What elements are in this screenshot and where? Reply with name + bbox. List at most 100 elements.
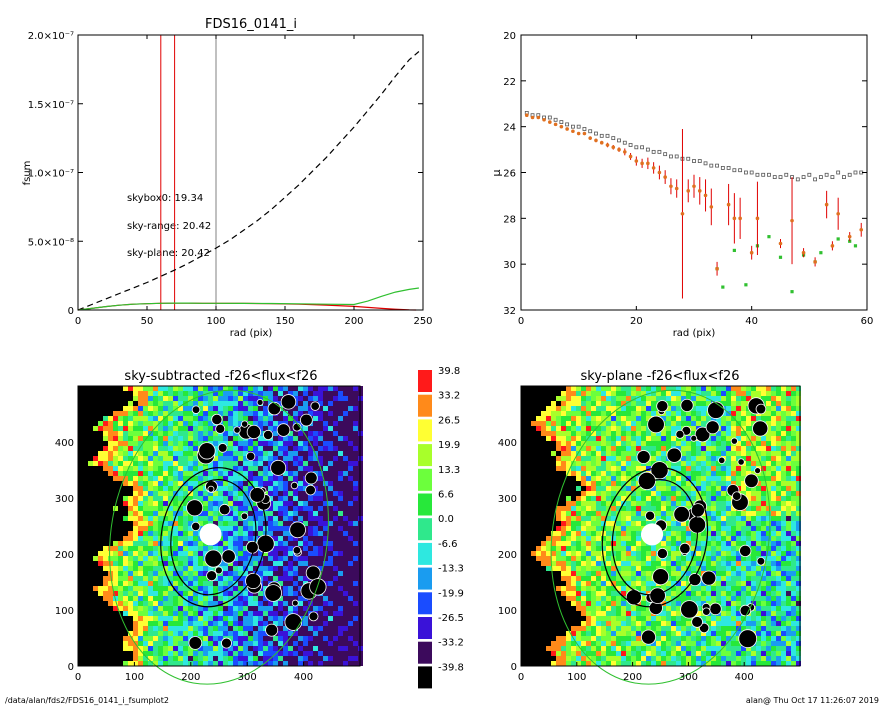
- map-pixel: [168, 451, 173, 456]
- map-pixel: [641, 616, 646, 621]
- map-pixel: [328, 486, 333, 491]
- map-pixel: [168, 611, 173, 616]
- map-pixel: [541, 646, 546, 651]
- map-pixel: [133, 451, 138, 456]
- mu-point-skybox: [778, 175, 783, 179]
- map-pixel: [611, 446, 616, 451]
- map-pixel: [208, 601, 213, 606]
- map-pixel: [213, 456, 218, 461]
- map-pixel: [328, 401, 333, 406]
- masked-star: [300, 413, 313, 427]
- map-pixel: [178, 406, 183, 411]
- map-pixel: [98, 446, 103, 451]
- colorbar-label: -6.6: [438, 539, 458, 550]
- map-pixel: [556, 651, 561, 656]
- map-pixel: [551, 396, 556, 401]
- map-pixel: [636, 441, 641, 446]
- map-pixel: [531, 631, 536, 636]
- map-pixel: [328, 566, 333, 571]
- map-pixel: [586, 446, 591, 451]
- map-pixel: [601, 626, 606, 631]
- map-pixel: [243, 526, 248, 531]
- map-pixel: [108, 546, 113, 551]
- map-pixel: [293, 636, 298, 641]
- map-pixel: [98, 651, 103, 656]
- map-pixel: [631, 501, 636, 506]
- map-pixel: [283, 661, 288, 666]
- map-pixel: [148, 636, 153, 641]
- map-pixel: [98, 586, 103, 591]
- map-pixel: [571, 546, 576, 551]
- map-pixel: [203, 606, 208, 611]
- map-pixel: [183, 411, 188, 416]
- map-pixel: [338, 491, 343, 496]
- map-pixel: [551, 431, 556, 436]
- map-pixel: [288, 486, 293, 491]
- map-pixel: [178, 476, 183, 481]
- map-pixel: [158, 441, 163, 446]
- map-pixel: [576, 506, 581, 511]
- map-pixel: [78, 521, 83, 526]
- map-pixel: [586, 466, 591, 471]
- map-pixel: [318, 656, 323, 661]
- map-pixel: [298, 626, 303, 631]
- map-pixel: [616, 401, 621, 406]
- map-pixel: [218, 661, 223, 666]
- map-pixel: [591, 561, 596, 566]
- map-pixel: [273, 661, 278, 666]
- map-pixel: [601, 521, 606, 526]
- map-pixel: [556, 491, 561, 496]
- map-pixel: [338, 646, 343, 651]
- map-pixel: [158, 616, 163, 621]
- map-pixel: [148, 421, 153, 426]
- map-pixel: [238, 436, 243, 441]
- map-pixel: [348, 396, 353, 401]
- map-pixel: [213, 431, 218, 436]
- map-pixel: [546, 596, 551, 601]
- map-pixel: [611, 566, 616, 571]
- map-pixel: [313, 396, 318, 401]
- map-pixel: [128, 401, 133, 406]
- map-pixel: [606, 531, 611, 536]
- map-pixel: [348, 601, 353, 606]
- masked-star: [215, 423, 226, 434]
- map-pixel: [233, 566, 238, 571]
- map-pixel: [208, 421, 213, 426]
- map-pixel: [338, 436, 343, 441]
- map-pixel: [353, 526, 358, 531]
- map-pixel: [183, 601, 188, 606]
- map-pixel: [546, 451, 551, 456]
- map-pixel: [183, 421, 188, 426]
- map-pixel: [521, 391, 526, 396]
- map-pixel: [621, 586, 626, 591]
- map-pixel: [203, 431, 208, 436]
- map-pixel: [233, 521, 238, 526]
- map-pixel: [591, 581, 596, 586]
- map-pixel: [98, 451, 103, 456]
- map-pixel: [621, 606, 626, 611]
- map-pixel: [278, 441, 283, 446]
- map-pixel: [113, 401, 118, 406]
- map-pixel: [243, 631, 248, 636]
- map-pixel: [338, 561, 343, 566]
- colorbar-label: 6.6: [438, 490, 454, 501]
- map-pixel: [283, 646, 288, 651]
- map-pixel: [333, 531, 338, 536]
- map-pixel: [526, 641, 531, 646]
- map-pixel: [143, 441, 148, 446]
- map-pixel: [601, 506, 606, 511]
- map-pixel: [601, 461, 606, 466]
- map-pixel: [188, 646, 193, 651]
- map-pixel: [566, 636, 571, 641]
- mu-point-corrected: [703, 193, 708, 198]
- map-pixel: [103, 471, 108, 476]
- map-pixel: [163, 471, 168, 476]
- map-pixel: [198, 516, 203, 521]
- map-pixel: [193, 651, 198, 656]
- map-pixel: [536, 476, 541, 481]
- map-pixel: [556, 566, 561, 571]
- map-pixel: [88, 561, 93, 566]
- map-pixel: [636, 586, 641, 591]
- map-pixel: [348, 441, 353, 446]
- masked-star: [207, 485, 215, 493]
